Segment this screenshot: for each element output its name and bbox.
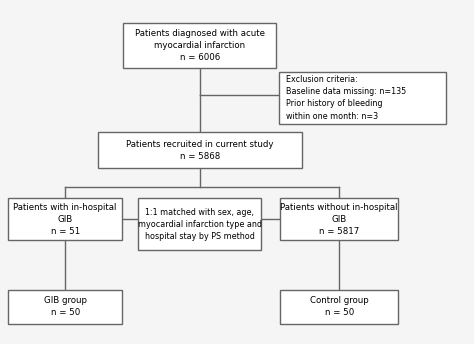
Text: Exclusion criteria:
Baseline data missing: n=135
Prior history of bleeding
withi: Exclusion criteria: Baseline data missin… [286,75,406,120]
Text: Patients with in-hospital
GIB
n = 51: Patients with in-hospital GIB n = 51 [13,203,117,236]
FancyBboxPatch shape [279,72,446,124]
FancyBboxPatch shape [138,198,261,250]
FancyBboxPatch shape [280,290,399,324]
Text: Patients diagnosed with acute
myocardial infarction
n = 6006: Patients diagnosed with acute myocardial… [135,29,265,62]
Text: Control group
n = 50: Control group n = 50 [310,296,369,318]
Text: 1:1 matched with sex, age,
myocardial infarction type and
hospital stay by PS me: 1:1 matched with sex, age, myocardial in… [138,207,262,241]
FancyBboxPatch shape [280,198,399,240]
Text: GIB group
n = 50: GIB group n = 50 [44,296,87,318]
Text: Patients recruited in current study
n = 5868: Patients recruited in current study n = … [126,140,273,161]
FancyBboxPatch shape [8,198,122,240]
FancyBboxPatch shape [8,290,122,324]
FancyBboxPatch shape [98,132,302,168]
FancyBboxPatch shape [123,23,276,68]
Text: Patients without in-hospital
GIB
n = 5817: Patients without in-hospital GIB n = 581… [281,203,398,236]
